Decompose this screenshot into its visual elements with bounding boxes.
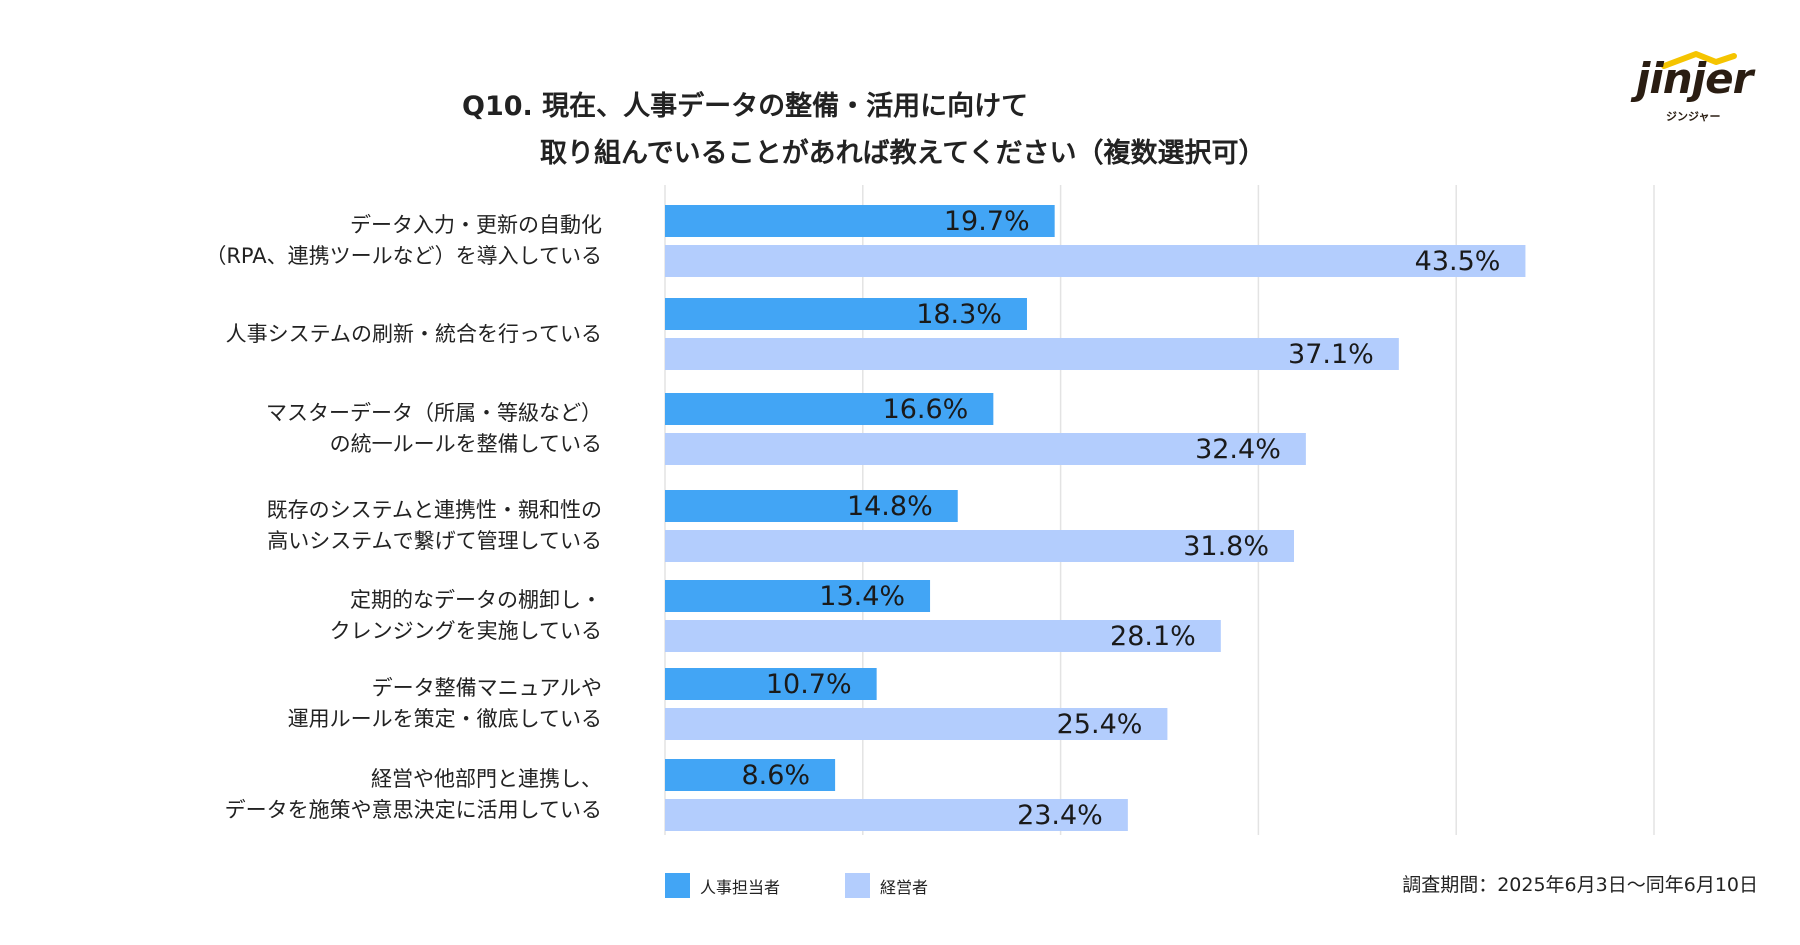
- category-label: データ入力・更新の自動化 （RPA、連携ツールなど）を導入している: [205, 210, 602, 272]
- data-label-exec: 25.4%: [1057, 709, 1143, 740]
- category-label-line: クレンジングを実施している: [329, 619, 602, 643]
- data-label-hr: 14.8%: [847, 491, 933, 522]
- category-label-line: 運用ルールを策定・徹底している: [287, 707, 602, 731]
- category-label-line: データを施策や意思決定に活用している: [224, 798, 602, 822]
- logo-kana: ジンジャー: [1666, 110, 1721, 123]
- chart-title-line2: 取り組んでいることがあれば教えてください（複数選択可）: [540, 138, 1266, 169]
- category-label-line: 高いシステムで繋げて管理している: [267, 529, 602, 553]
- bar-exec: [665, 530, 1295, 562]
- bar-exec: [665, 799, 1128, 831]
- legend-label-hr: 人事担当者: [700, 877, 781, 897]
- data-label-exec: 37.1%: [1288, 339, 1374, 370]
- data-label-hr: 13.4%: [819, 581, 905, 612]
- bar-exec: [665, 338, 1399, 370]
- data-label-hr: 10.7%: [766, 669, 852, 700]
- data-label-hr: 18.3%: [916, 299, 1002, 330]
- category-label-line: データ整備マニュアルや: [371, 676, 602, 700]
- category-label-line: 定期的なデータの棚卸し・: [350, 588, 602, 612]
- logo-roof-icon: [1661, 51, 1737, 69]
- data-label-exec: 28.1%: [1110, 621, 1196, 652]
- bar-exec: [665, 620, 1221, 652]
- legend-item-exec: 経営者: [845, 873, 928, 898]
- data-label-hr: 19.7%: [944, 206, 1030, 237]
- category-label-line: データ入力・更新の自動化: [350, 213, 602, 237]
- bar-hr: [665, 668, 877, 700]
- data-label-hr: 16.6%: [883, 394, 969, 425]
- bar-exec: [665, 433, 1306, 465]
- category-label: 既存のシステムと連携性・親和性の 高いシステムで繋げて管理している: [267, 495, 602, 557]
- chart-title-line1: Q10. 現在、人事データの整備・活用に向けて: [462, 91, 1029, 122]
- bar-hr: [665, 759, 836, 791]
- data-label-exec: 31.8%: [1183, 531, 1269, 562]
- legend-swatch-hr: [665, 873, 690, 898]
- logo-wordmark: jinjer: [1636, 54, 1753, 103]
- legend-swatch-exec: [845, 873, 870, 898]
- bar-hr: [665, 490, 958, 522]
- data-label-hr: 8.6%: [741, 760, 810, 791]
- bar-hr: [665, 298, 1027, 330]
- survey-period: 調査期間：2025年6月3日〜同年6月10日: [1402, 874, 1758, 896]
- category-label-line: 人事システムの刷新・統合を行っている: [225, 321, 602, 346]
- bar-exec: [665, 708, 1168, 740]
- category-label: 経営や他部門と連携し、データを施策や意思決定に活用している: [225, 764, 602, 826]
- category-label-line: の統一ルールを整備している: [329, 432, 602, 456]
- jinjer-logo: jinjer ジンジャー: [1630, 50, 1770, 130]
- bar-hr: [665, 393, 994, 425]
- data-label-exec: 32.4%: [1195, 434, 1281, 465]
- category-label: マスターデータ（所属・等級など） の統一ルールを整備している: [266, 398, 602, 460]
- category-label-line: （RPA、連携ツールなど）を導入している: [205, 244, 602, 268]
- category-label-line: 既存のシステムと連携性・親和性の: [266, 498, 602, 522]
- bar-exec: [665, 245, 1526, 277]
- category-label: 定期的なデータの棚卸し・クレンジングを実施している: [330, 585, 602, 647]
- bar-hr: [665, 580, 931, 612]
- category-label: データ整備マニュアルや運用ルールを策定・徹底している: [288, 673, 602, 735]
- legend-label-exec: 経営者: [880, 877, 929, 897]
- category-label-line: 経営や他部門と連携し、: [371, 767, 602, 791]
- bar-hr: [665, 205, 1055, 237]
- data-label-exec: 23.4%: [1017, 800, 1103, 831]
- legend-item-hr: 人事担当者: [665, 873, 780, 898]
- data-label-exec: 43.5%: [1415, 246, 1501, 277]
- category-label: 人事システムの刷新・統合を行っている: [226, 319, 602, 350]
- category-label-line: マスターデータ（所属・等級など）: [266, 401, 602, 425]
